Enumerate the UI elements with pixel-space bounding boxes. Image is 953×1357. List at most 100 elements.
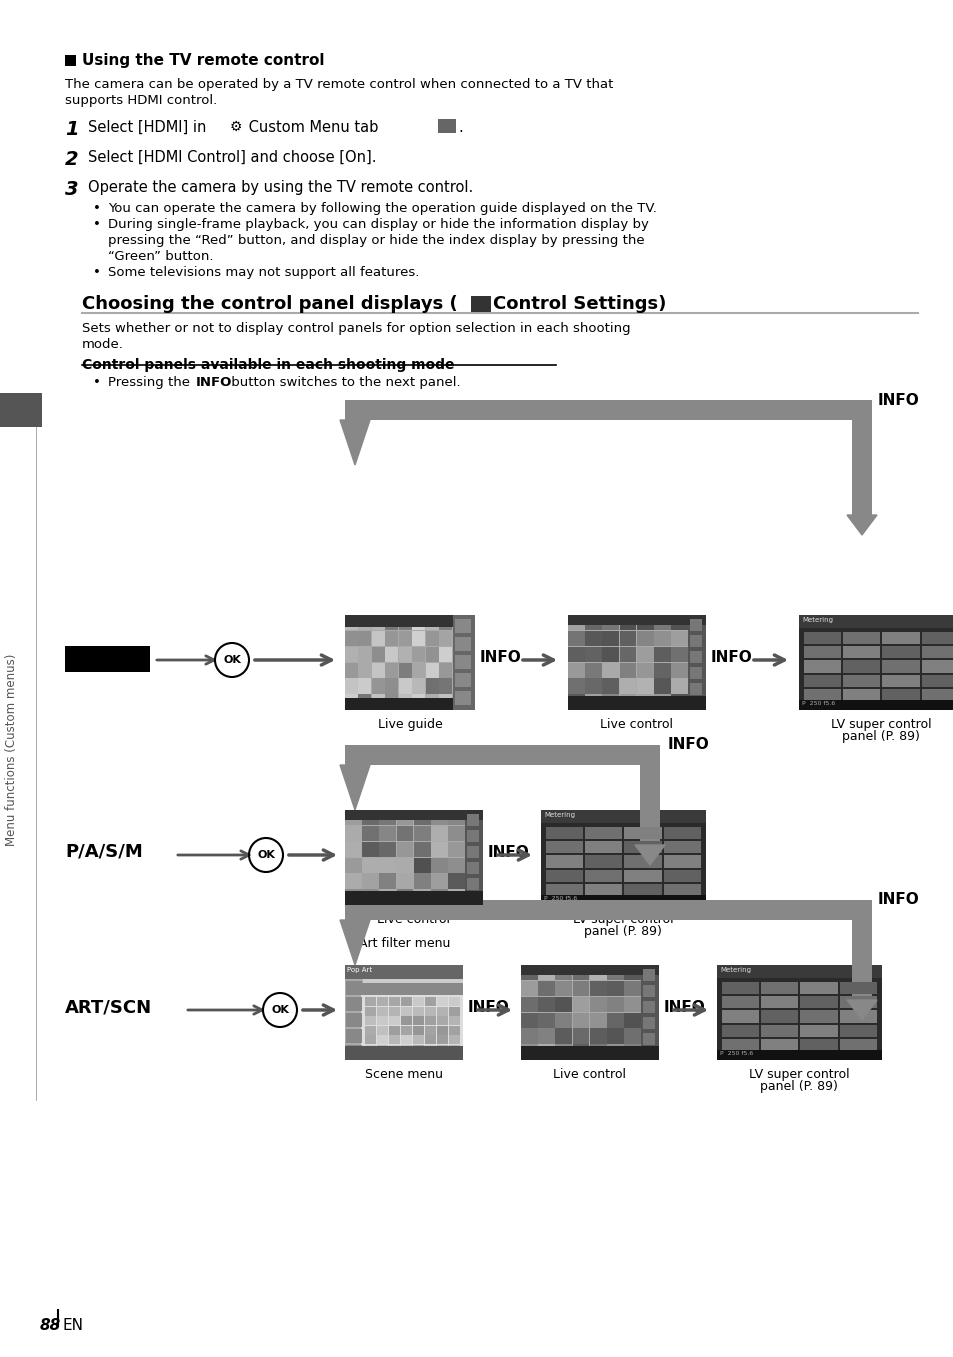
Bar [436, 1007, 448, 1015]
Bar [721, 1011, 759, 1023]
Bar [619, 695, 636, 710]
Bar [345, 858, 361, 873]
Bar [400, 1007, 412, 1015]
Bar [624, 981, 640, 996]
Bar [721, 1039, 759, 1052]
Text: panel (P. 89): panel (P. 89) [841, 730, 919, 744]
Bar [400, 1016, 412, 1025]
Text: WB Auto: WB Auto [522, 1048, 546, 1052]
Bar [431, 841, 448, 858]
Bar [389, 1045, 400, 1053]
Bar [379, 841, 395, 858]
Bar [839, 982, 876, 995]
Bar [346, 997, 361, 1011]
Bar [448, 810, 465, 825]
Bar [882, 689, 919, 702]
Bar [803, 646, 841, 658]
Bar [520, 1029, 537, 1044]
Bar [882, 661, 919, 673]
Bar [345, 892, 482, 905]
Bar [345, 400, 871, 421]
Bar [413, 997, 424, 1006]
Bar [345, 647, 357, 662]
Bar [455, 636, 471, 651]
Text: Operate the camera by using the TV remote control.: Operate the camera by using the TV remot… [88, 180, 473, 195]
Bar [671, 631, 687, 646]
Bar [412, 662, 425, 678]
Bar [567, 615, 705, 710]
Bar [624, 883, 661, 896]
Bar [345, 1046, 462, 1060]
Bar [431, 889, 448, 905]
Bar [760, 996, 798, 1008]
Bar [842, 689, 880, 702]
Bar [520, 965, 659, 974]
Bar [362, 826, 378, 841]
Bar [362, 889, 378, 905]
Bar [520, 1046, 659, 1060]
Bar [467, 845, 478, 858]
Text: OK: OK [256, 849, 274, 860]
Bar [800, 1025, 837, 1037]
Bar [537, 1012, 555, 1027]
Bar [345, 631, 357, 646]
Bar [455, 691, 471, 706]
Bar [619, 631, 636, 646]
Text: P  AUTO ◆ ◆ ◆  WB-A: P AUTO ◆ ◆ ◆ WB-A [522, 1052, 574, 1057]
Bar [345, 810, 482, 820]
Bar [396, 841, 413, 858]
Bar [398, 615, 412, 631]
Bar [372, 631, 385, 646]
Text: OK: OK [223, 655, 241, 665]
Bar [537, 1029, 555, 1044]
Bar [396, 826, 413, 841]
Bar [439, 631, 452, 646]
Bar [641, 1012, 658, 1027]
Bar [376, 1016, 388, 1025]
Bar [800, 996, 837, 1008]
Bar [431, 826, 448, 841]
Text: panel (P. 89): panel (P. 89) [583, 925, 661, 938]
Bar [545, 855, 582, 867]
Bar [396, 810, 413, 825]
Bar [389, 1016, 400, 1025]
Text: P  AUTO ◆ ◆ ◆  WB-A: P AUTO ◆ ◆ ◆ WB-A [569, 702, 620, 707]
Bar [642, 969, 655, 981]
Bar [624, 841, 661, 854]
Text: •: • [92, 376, 101, 389]
Text: Metering: Metering [720, 968, 750, 973]
Bar [584, 870, 622, 882]
Bar [345, 889, 361, 905]
Bar [589, 1029, 606, 1044]
Bar [663, 855, 700, 867]
Bar [584, 678, 601, 693]
Bar [467, 830, 478, 841]
Bar [803, 689, 841, 702]
Bar [589, 1044, 606, 1060]
Bar [537, 996, 555, 1012]
Bar [398, 631, 412, 646]
Bar [426, 678, 438, 693]
Bar [540, 896, 705, 905]
Bar [464, 810, 482, 905]
Text: Live control: Live control [553, 1068, 626, 1082]
Bar [345, 841, 361, 858]
Bar [688, 695, 705, 710]
Polygon shape [339, 421, 370, 465]
Bar [688, 678, 705, 693]
Bar [572, 996, 589, 1012]
Bar [537, 981, 555, 996]
Bar [545, 870, 582, 882]
Bar [365, 1035, 376, 1044]
Text: supports HDMI control.: supports HDMI control. [65, 94, 217, 107]
Bar [555, 1044, 572, 1060]
Bar [465, 810, 482, 825]
Bar [589, 965, 606, 980]
Bar [436, 1016, 448, 1025]
Bar [839, 1039, 876, 1052]
Text: LV super control: LV super control [572, 913, 673, 925]
Bar [637, 662, 653, 678]
Bar [760, 1011, 798, 1023]
Bar [555, 1029, 572, 1044]
Bar [602, 615, 618, 631]
